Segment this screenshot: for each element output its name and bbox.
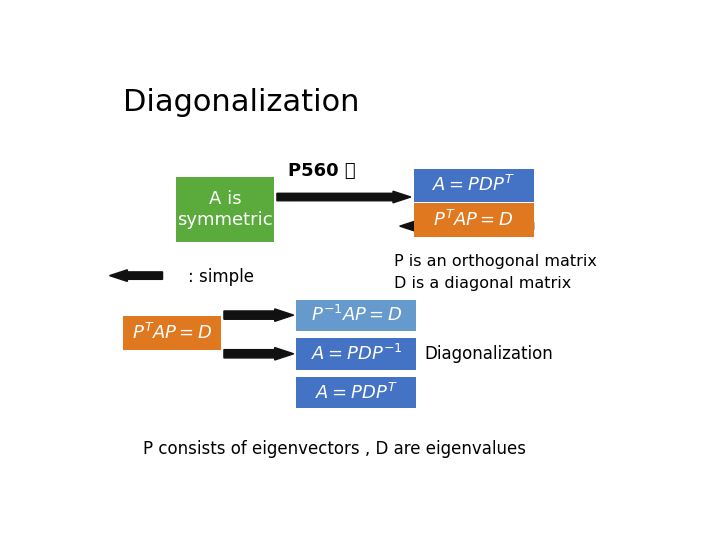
FancyBboxPatch shape	[297, 300, 416, 331]
FancyBboxPatch shape	[297, 339, 416, 369]
FancyBboxPatch shape	[413, 203, 534, 237]
Text: Diagonalization: Diagonalization	[124, 87, 360, 117]
FancyArrow shape	[224, 309, 294, 321]
Text: : simple: : simple	[188, 268, 253, 286]
FancyArrow shape	[277, 191, 411, 203]
FancyBboxPatch shape	[124, 316, 221, 349]
Text: Diagonalization: Diagonalization	[425, 345, 554, 363]
Text: $P^TAP = D$: $P^TAP = D$	[132, 323, 212, 343]
Text: P560 ？: P560 ？	[288, 162, 356, 180]
Text: $P^TAP = D$: $P^TAP = D$	[433, 210, 514, 230]
Text: A is
symmetric: A is symmetric	[178, 190, 273, 229]
FancyBboxPatch shape	[297, 377, 416, 408]
Text: P consists of eigenvectors , D are eigenvalues: P consists of eigenvectors , D are eigen…	[143, 440, 526, 458]
Text: $A = PDP^T$: $A = PDP^T$	[432, 176, 515, 195]
Text: $A = PDP^{-1}$: $A = PDP^{-1}$	[310, 344, 402, 364]
FancyBboxPatch shape	[176, 177, 274, 241]
FancyArrow shape	[400, 220, 534, 232]
Text: P is an orthogonal matrix
D is a diagonal matrix: P is an orthogonal matrix D is a diagona…	[394, 254, 597, 291]
Text: $A = PDP^T$: $A = PDP^T$	[315, 383, 397, 403]
FancyBboxPatch shape	[413, 168, 534, 202]
Text: $P^{-1}AP = D$: $P^{-1}AP = D$	[311, 305, 402, 326]
FancyArrow shape	[224, 348, 294, 360]
FancyArrow shape	[109, 270, 163, 281]
